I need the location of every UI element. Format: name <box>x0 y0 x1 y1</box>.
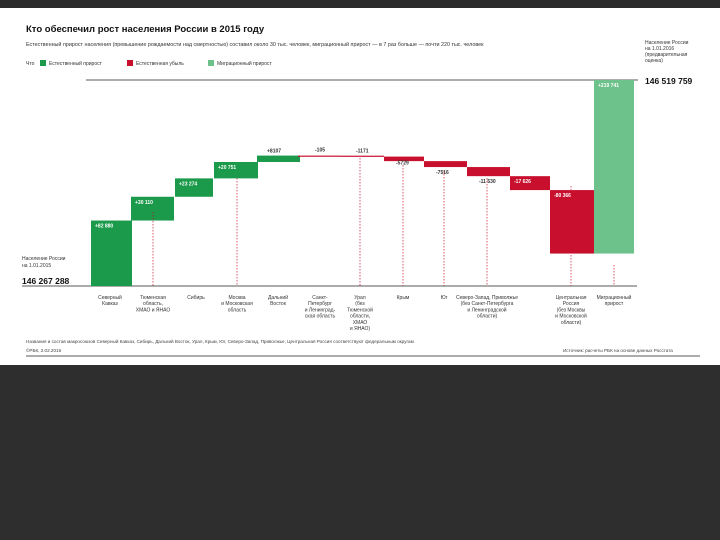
bars: +82 880 +30 110 +23 274 +20 751 +8107 -105 -11… <box>91 80 634 286</box>
category-label-0-1: Кавказ <box>102 301 118 307</box>
category-label-6-1: (без <box>355 301 365 307</box>
category-label-4-0: Дальний <box>268 294 288 301</box>
category-label-3-2: область <box>228 307 247 313</box>
category-label-9-1: (без Санкт-Петербурга <box>461 301 514 307</box>
bar-label-5: -105 <box>315 148 325 154</box>
category-label-7-0: Крым <box>397 295 410 301</box>
legend-label-natural-increase: Естественный прирост <box>49 60 103 67</box>
bar-natural-decrease-9 <box>467 167 510 177</box>
bar-natural-decrease-11 <box>550 190 594 254</box>
bar-natural-increase-3 <box>214 161 258 179</box>
category-label-9-2: и Ленинградской <box>467 306 506 313</box>
category-label-9-0: Северо-Запад, Приволжье <box>456 295 518 301</box>
bar-migration-increase-12 <box>594 80 634 254</box>
bar-natural-increase-2 <box>175 178 213 197</box>
legend-prefix: Что <box>26 61 35 67</box>
category-label-4-1: Восток <box>270 301 287 307</box>
footnote: Названия и состав макросоюзов Северный К… <box>26 338 414 344</box>
bar-label-4: +8107 <box>267 149 281 155</box>
legend-label-migration: Миграционный прирост <box>217 60 272 67</box>
category-label-2-0: Сибирь <box>187 295 205 301</box>
category-label-1-0: Тюменская <box>140 295 166 301</box>
bar-natural-decrease-10 <box>510 176 550 191</box>
category-label-3-0: Москва <box>228 295 245 301</box>
legend-label-natural-decrease: Естественная убыль <box>136 61 184 67</box>
bar-natural-decrease-7 <box>384 156 424 162</box>
bar-natural-decrease-5 <box>298 155 341 157</box>
category-label-6-0: Урал <box>354 295 366 301</box>
end-population-value: 146 519 759 <box>645 76 693 86</box>
chart-title: Кто обеспечил рост населения России в 20… <box>26 24 265 35</box>
bar-label-11: -80 366 <box>554 193 571 199</box>
legend-swatch-natural-increase <box>40 60 46 66</box>
bar-label-0: +82 880 <box>95 224 113 230</box>
bar-natural-increase-1 <box>131 196 174 221</box>
category-label-5-3: ская область <box>305 314 336 320</box>
bar-natural-increase-0 <box>91 220 132 286</box>
category-label-9-3: области) <box>477 314 498 320</box>
category-label-1-1: область, <box>143 301 163 307</box>
category-label-3-1: и Московская <box>221 301 253 307</box>
bar-label-9: -11 530 <box>479 179 496 185</box>
end-population-label: Население России на 1.01.2016 (предварит… <box>645 40 693 86</box>
slide: Кто обеспечил рост населения России в 20… <box>0 8 720 365</box>
category-label-6-4: ХМАО <box>353 320 368 326</box>
category-label-1-2: ХМАО и ЯНАО <box>136 307 171 313</box>
start-population-value: 146 267 288 <box>22 276 70 286</box>
start-label-line2: на 1.01.2015 <box>22 263 51 269</box>
bar-label-8: -7516 <box>436 170 449 176</box>
category-label-5-0: Санкт- <box>312 295 328 301</box>
category-label-10-1: Россия <box>563 301 580 307</box>
end-label-line4: оценка) <box>645 58 663 64</box>
end-label-line2: на 1.01.2016 <box>645 46 674 52</box>
start-label-line1: Население России <box>22 256 66 262</box>
category-label-6-2: Тюменской <box>347 306 373 313</box>
bottom-area <box>0 365 720 540</box>
bar-label-10: -17 626 <box>514 179 531 185</box>
end-label-line3: (предварительная <box>645 52 688 58</box>
category-label-5-2: и Ленинград- <box>305 307 336 313</box>
legend: Что Естественный прирост Естественная уб… <box>26 60 272 67</box>
category-label-11-1: прирост <box>605 301 624 307</box>
bar-label-3: +20 751 <box>218 165 236 171</box>
bar-label-6: -1171 <box>356 149 369 155</box>
category-label-6-3: области, <box>350 314 370 320</box>
category-label-10-4: области) <box>561 320 582 326</box>
bar-label-12: +219 741 <box>598 83 619 89</box>
bar-label-1: +30 110 <box>135 200 153 206</box>
end-label-line1: Население России <box>645 40 689 46</box>
chart-subtitle: Естественный прирост населения (превышен… <box>26 41 484 48</box>
category-label-5-1: Петербург <box>308 301 332 307</box>
bar-natural-increase-4 <box>257 155 300 162</box>
category-label-10-3: и Московской <box>555 313 587 320</box>
category-label-10-0: Центральная <box>556 295 587 301</box>
bar-label-7: -5729 <box>396 161 409 167</box>
bar-natural-decrease-8 <box>424 161 467 168</box>
waterfall-chart: Кто обеспечил рост населения России в 20… <box>22 24 700 357</box>
date-credit: ©РБК, 2.02.2016 <box>26 347 62 353</box>
start-population-label: Население России на 1.01.2015 146 267 28… <box>22 256 70 286</box>
bar-label-2: +23 274 <box>179 181 197 187</box>
category-label-0-0: Северный <box>98 294 122 301</box>
bar-natural-decrease-6 <box>341 155 384 157</box>
category-label-8-0: Юг <box>441 295 448 301</box>
top-bar <box>0 0 720 8</box>
category-label-11-0: Миграционный <box>597 294 632 301</box>
legend-swatch-natural-decrease <box>127 60 133 66</box>
legend-swatch-migration <box>208 60 214 66</box>
category-label-6-5: и ЯНАО) <box>350 326 371 332</box>
category-label-10-2: (без Москвы <box>557 307 586 313</box>
source-note: Источник: расчеты РБК на основе данных Р… <box>563 348 673 353</box>
